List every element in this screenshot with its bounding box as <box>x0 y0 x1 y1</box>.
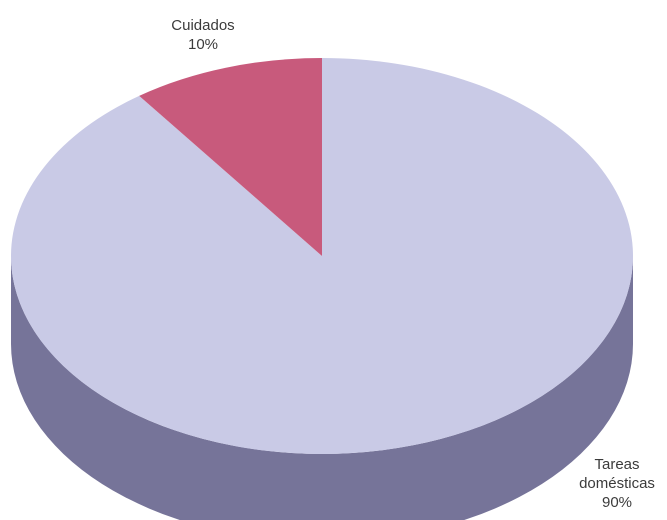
slice-pct-tareas: 90% <box>601 494 633 511</box>
slice-label-cuidados: Cuidados 10% <box>158 16 248 54</box>
slice-name-cuidados: Cuidados <box>171 17 235 34</box>
pie-side-tareas-dom-sticas <box>11 256 633 520</box>
slice-name-tareas-line1: Tareas <box>594 456 640 473</box>
slice-pct-cuidados: 10% <box>187 36 219 53</box>
pie-top-face <box>10 58 633 455</box>
pie-side-wall <box>11 256 633 520</box>
slice-label-tareas: Tareas domésticas 90% <box>567 455 667 512</box>
pie-slice-tareas-dom-sticas <box>10 58 633 455</box>
pie-slice-cuidados <box>139 58 322 256</box>
slice-name-tareas-line2: domésticas <box>579 475 655 492</box>
